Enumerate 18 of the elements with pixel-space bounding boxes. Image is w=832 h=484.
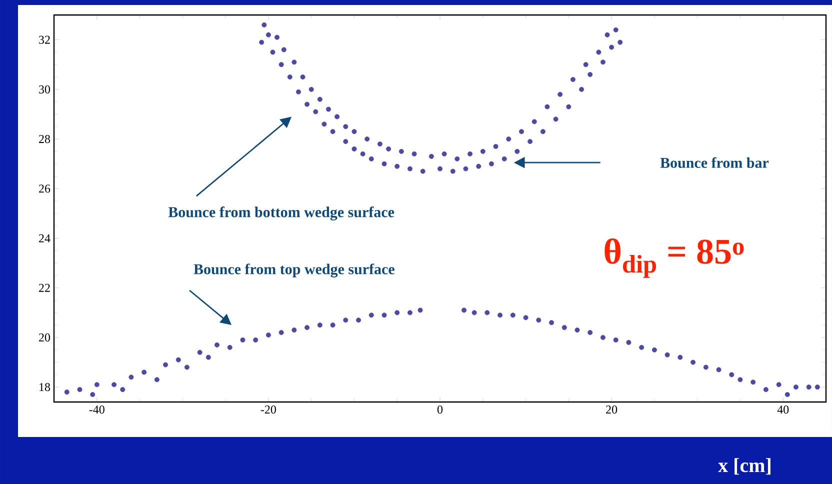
x-tick-label: 20	[606, 406, 618, 414]
annotation: θ$_{dip}$ = 85$^{o}$	[604, 238, 744, 278]
x-tick-label: -40	[89, 406, 104, 414]
y-tick-label: 24	[39, 234, 50, 242]
y-tick-label: 22	[39, 284, 50, 292]
y-tick-label: 30	[39, 85, 50, 94]
annotation: Bounce from bottom wedge surface	[168, 206, 394, 220]
y-tick-label: 18	[40, 383, 50, 392]
annotation: Bounce from bar	[660, 157, 769, 168]
y-tick-label: 32	[39, 36, 50, 44]
x-tick-label: 40	[777, 406, 789, 414]
x-tick-label: 0	[437, 406, 443, 414]
y-tick-label: 26	[39, 184, 50, 193]
x-axis-title: x [cm]	[718, 458, 770, 475]
annotation: Bounce from top wedge surface	[194, 264, 394, 278]
x-tick-label: -20	[260, 406, 276, 414]
y-tick-label: 28	[39, 134, 50, 144]
y-tick-label: 20	[39, 333, 50, 342]
